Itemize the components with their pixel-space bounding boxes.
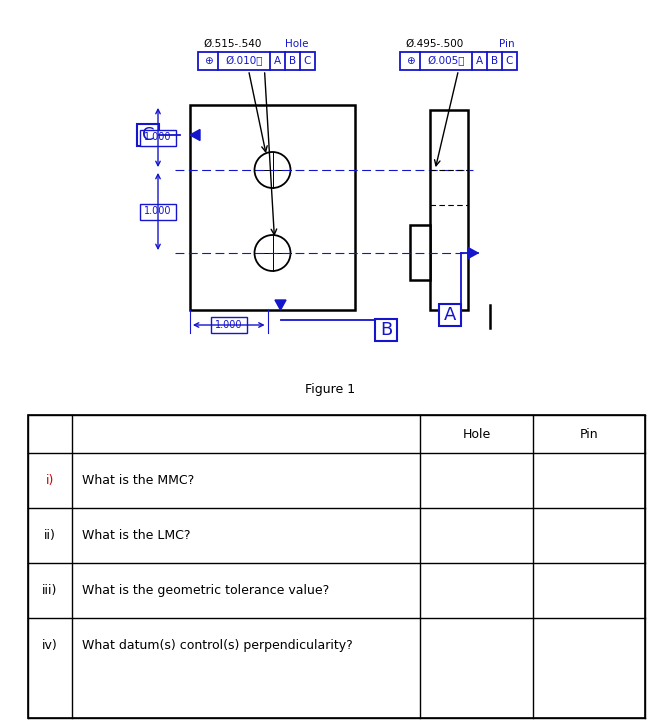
Text: C: C — [142, 126, 154, 144]
Bar — [400, 52, 517, 70]
Bar — [375, 319, 397, 341]
Text: What is the LMC?: What is the LMC? — [82, 529, 191, 542]
Bar — [410, 225, 430, 280]
Polygon shape — [468, 247, 478, 259]
Text: What is the MMC?: What is the MMC? — [82, 474, 194, 487]
Text: iv): iv) — [42, 639, 58, 652]
Text: What datum(s) control(s) perpendicularity?: What datum(s) control(s) perpendicularit… — [82, 639, 353, 652]
Bar — [430, 110, 468, 310]
Text: C: C — [304, 56, 311, 66]
Text: iii): iii) — [42, 584, 58, 597]
Polygon shape — [190, 129, 200, 140]
Bar — [28, 415, 645, 718]
Text: Pin: Pin — [580, 427, 599, 440]
Text: ⊕: ⊕ — [203, 56, 213, 66]
Text: 1.000: 1.000 — [144, 132, 172, 142]
Text: B: B — [491, 56, 498, 66]
Bar — [140, 129, 176, 145]
Text: Ø.515-.540: Ø.515-.540 — [203, 39, 262, 49]
Text: 1.000: 1.000 — [144, 207, 172, 216]
Text: B: B — [289, 56, 296, 66]
Text: What is the geometric tolerance value?: What is the geometric tolerance value? — [82, 584, 329, 597]
Bar — [140, 203, 176, 220]
Text: Ø.495-.500: Ø.495-.500 — [405, 39, 463, 49]
Text: Ø.010Ⓜ: Ø.010Ⓜ — [225, 56, 263, 66]
Bar — [137, 124, 159, 146]
Bar — [211, 317, 247, 333]
Text: Pin: Pin — [499, 39, 515, 49]
Text: ⊕: ⊕ — [406, 56, 415, 66]
Bar — [190, 105, 355, 310]
Text: Hole: Hole — [285, 39, 309, 49]
Text: A: A — [444, 306, 456, 324]
Polygon shape — [275, 300, 286, 310]
Text: ii): ii) — [44, 529, 56, 542]
Text: Figure 1: Figure 1 — [305, 383, 355, 396]
Bar — [439, 304, 461, 326]
Text: B: B — [380, 321, 392, 339]
Text: A: A — [476, 56, 483, 66]
Text: A: A — [274, 56, 281, 66]
Text: Ø.005Ⓜ: Ø.005Ⓜ — [427, 56, 465, 66]
Text: Hole: Hole — [462, 427, 491, 440]
Text: 1.000: 1.000 — [215, 320, 242, 330]
Text: i): i) — [46, 474, 54, 487]
Text: C: C — [506, 56, 513, 66]
Bar — [198, 52, 315, 70]
